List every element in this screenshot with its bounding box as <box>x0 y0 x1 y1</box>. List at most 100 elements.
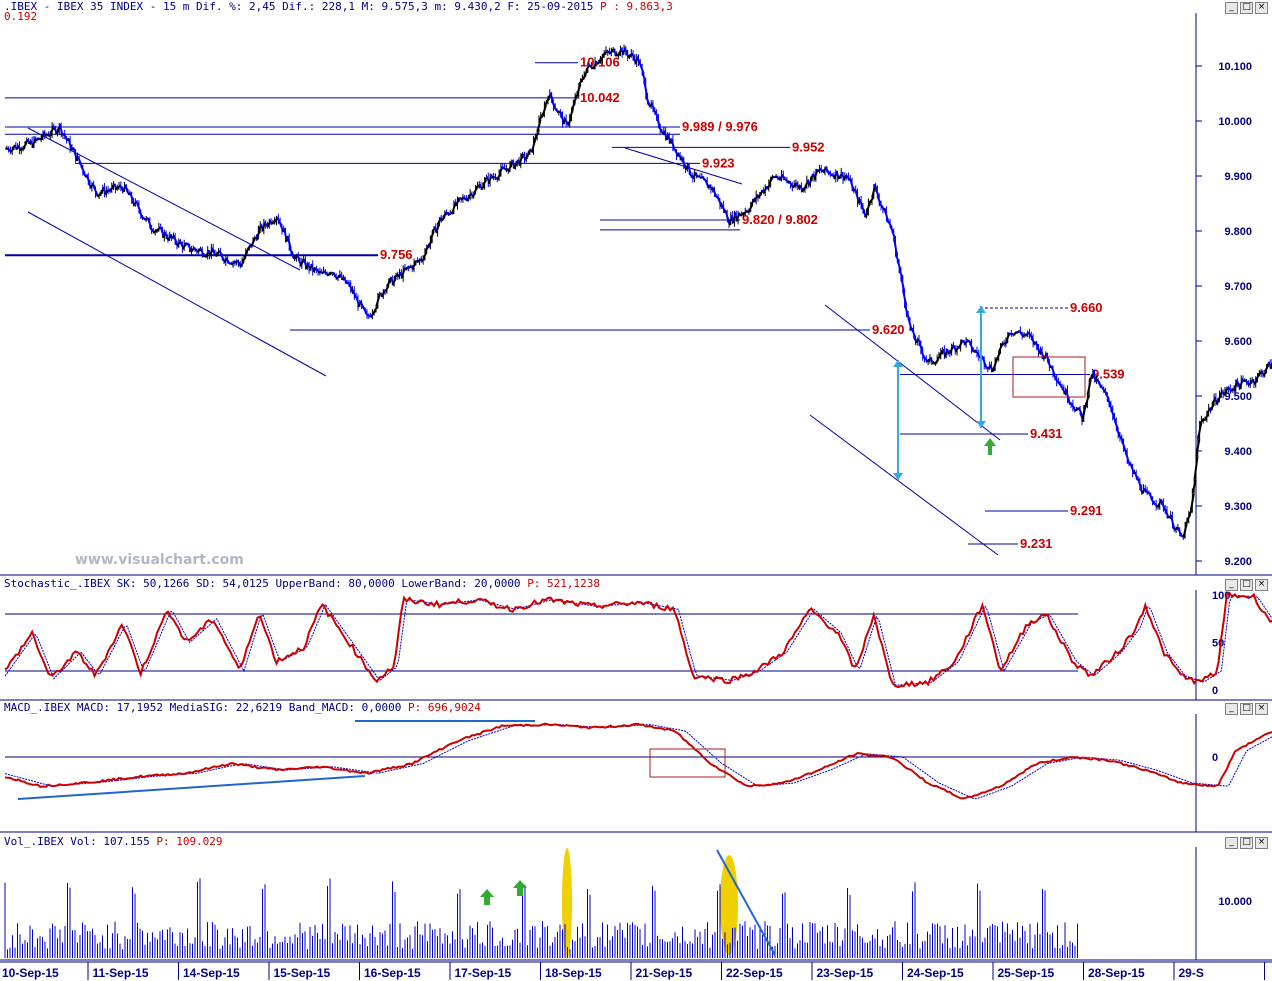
level-label: 9.952 <box>792 139 825 154</box>
macd-trendline <box>17 775 366 800</box>
volume-header: Vol_.IBEX Vol: 107.155 P: 109.029 <box>4 835 223 848</box>
candle-body <box>400 268 406 278</box>
candle-body <box>900 277 906 292</box>
level-label: 10.042 <box>580 90 620 105</box>
candle-body <box>1160 501 1166 511</box>
stochastic-header: Stochastic_.IBEX SK: 50,1266 SD: 54,0125… <box>4 577 601 590</box>
candle-body <box>876 196 882 205</box>
candle-body <box>858 198 864 208</box>
candle-body <box>496 172 502 180</box>
candle-body <box>172 234 178 244</box>
candle-body <box>536 119 542 133</box>
candle-body <box>109 186 115 192</box>
candle-body <box>958 340 964 349</box>
candle-body <box>650 102 656 111</box>
candle-body <box>766 183 772 189</box>
candle-body <box>85 174 91 184</box>
close-button[interactable]: × <box>1255 703 1268 715</box>
candle-body <box>1215 400 1220 405</box>
minimize-button[interactable]: _ <box>1225 837 1238 849</box>
candle-body <box>1191 479 1197 494</box>
close-button[interactable]: × <box>1255 579 1268 591</box>
candle-body <box>670 138 676 150</box>
maximize-button[interactable]: □ <box>1240 579 1253 591</box>
candle-body <box>991 368 996 373</box>
candle-body <box>572 96 578 104</box>
candle-body <box>1084 394 1090 406</box>
candle-body <box>549 92 555 102</box>
candle-body <box>724 211 730 222</box>
candle-body <box>1081 406 1087 422</box>
candle-body <box>373 306 379 312</box>
y-tick-label: 9.600 <box>1224 336 1252 348</box>
candle-body <box>643 80 649 97</box>
candle-body <box>533 136 538 141</box>
candle-body <box>599 54 605 61</box>
candle-body <box>99 191 103 195</box>
candle-body <box>214 252 219 257</box>
candle-body <box>903 304 909 316</box>
candle-body <box>21 147 25 150</box>
candle-body <box>918 342 924 352</box>
candle-body <box>245 248 250 253</box>
maximize-button[interactable]: □ <box>1240 2 1253 14</box>
stochastic-pane-window-buttons: _ □ × <box>1225 579 1268 591</box>
candle-body <box>808 177 813 186</box>
candle-body <box>1255 374 1260 381</box>
candle-body <box>936 355 942 360</box>
candle-body <box>93 186 98 195</box>
price-header-clipped-value: 0.192 <box>4 10 38 23</box>
candle-body <box>129 192 135 202</box>
candle-body <box>375 295 381 307</box>
candle-body <box>49 126 55 135</box>
arrow-head <box>893 360 903 367</box>
price-pane-window-buttons: _ □ × <box>1225 2 1268 14</box>
candle-body <box>1088 375 1094 381</box>
minimize-button[interactable]: _ <box>1225 2 1238 14</box>
candle-body <box>531 139 536 153</box>
candle-body <box>654 111 659 118</box>
candle-body <box>768 177 773 184</box>
close-button[interactable]: × <box>1255 2 1268 14</box>
candle-body <box>1222 391 1228 396</box>
minimize-button[interactable]: _ <box>1225 703 1238 715</box>
candle-body <box>1124 451 1130 463</box>
x-tick-label: 17-Sep-15 <box>455 966 512 980</box>
arrow-head <box>893 473 903 480</box>
candle-body <box>58 123 64 136</box>
candle-body <box>1197 423 1203 440</box>
candle-body <box>1169 514 1175 529</box>
candle-body <box>894 255 900 262</box>
candle-body <box>239 261 245 267</box>
candle-body <box>450 211 454 215</box>
candle-body <box>802 186 808 190</box>
candle-body <box>567 117 573 125</box>
candle-body <box>1077 407 1083 415</box>
watermark: www.visualchart.com <box>75 552 244 568</box>
candle-body <box>598 59 603 63</box>
level-label: 9.989 / 9.976 <box>682 119 758 134</box>
candle-body <box>466 196 471 201</box>
candle-body <box>370 312 375 318</box>
candle-body <box>869 196 875 203</box>
candle-body <box>1003 341 1008 345</box>
maximize-button[interactable]: □ <box>1240 837 1253 849</box>
candle-body <box>1204 413 1210 420</box>
y-tick-label: 9.900 <box>1224 171 1252 183</box>
candle-body <box>380 290 386 297</box>
candle-body <box>686 162 692 175</box>
level-label: 9.820 / 9.802 <box>742 212 818 227</box>
candle-body <box>55 130 60 135</box>
minimize-button[interactable]: _ <box>1225 579 1238 591</box>
green-up-arrow-icon <box>480 889 494 905</box>
candle-body <box>1086 379 1092 395</box>
arrow-head <box>976 421 986 428</box>
trend-channel-line <box>27 127 301 271</box>
y-tick-label: 9.400 <box>1224 446 1252 458</box>
price-header: .IBEX - IBEX 35 INDEX - 15 m Dif. %: 2,4… <box>4 0 673 13</box>
close-button[interactable]: × <box>1255 837 1268 849</box>
candle-body <box>864 212 869 218</box>
candle-body <box>545 98 551 102</box>
candle-body <box>902 290 908 306</box>
maximize-button[interactable]: □ <box>1240 703 1253 715</box>
